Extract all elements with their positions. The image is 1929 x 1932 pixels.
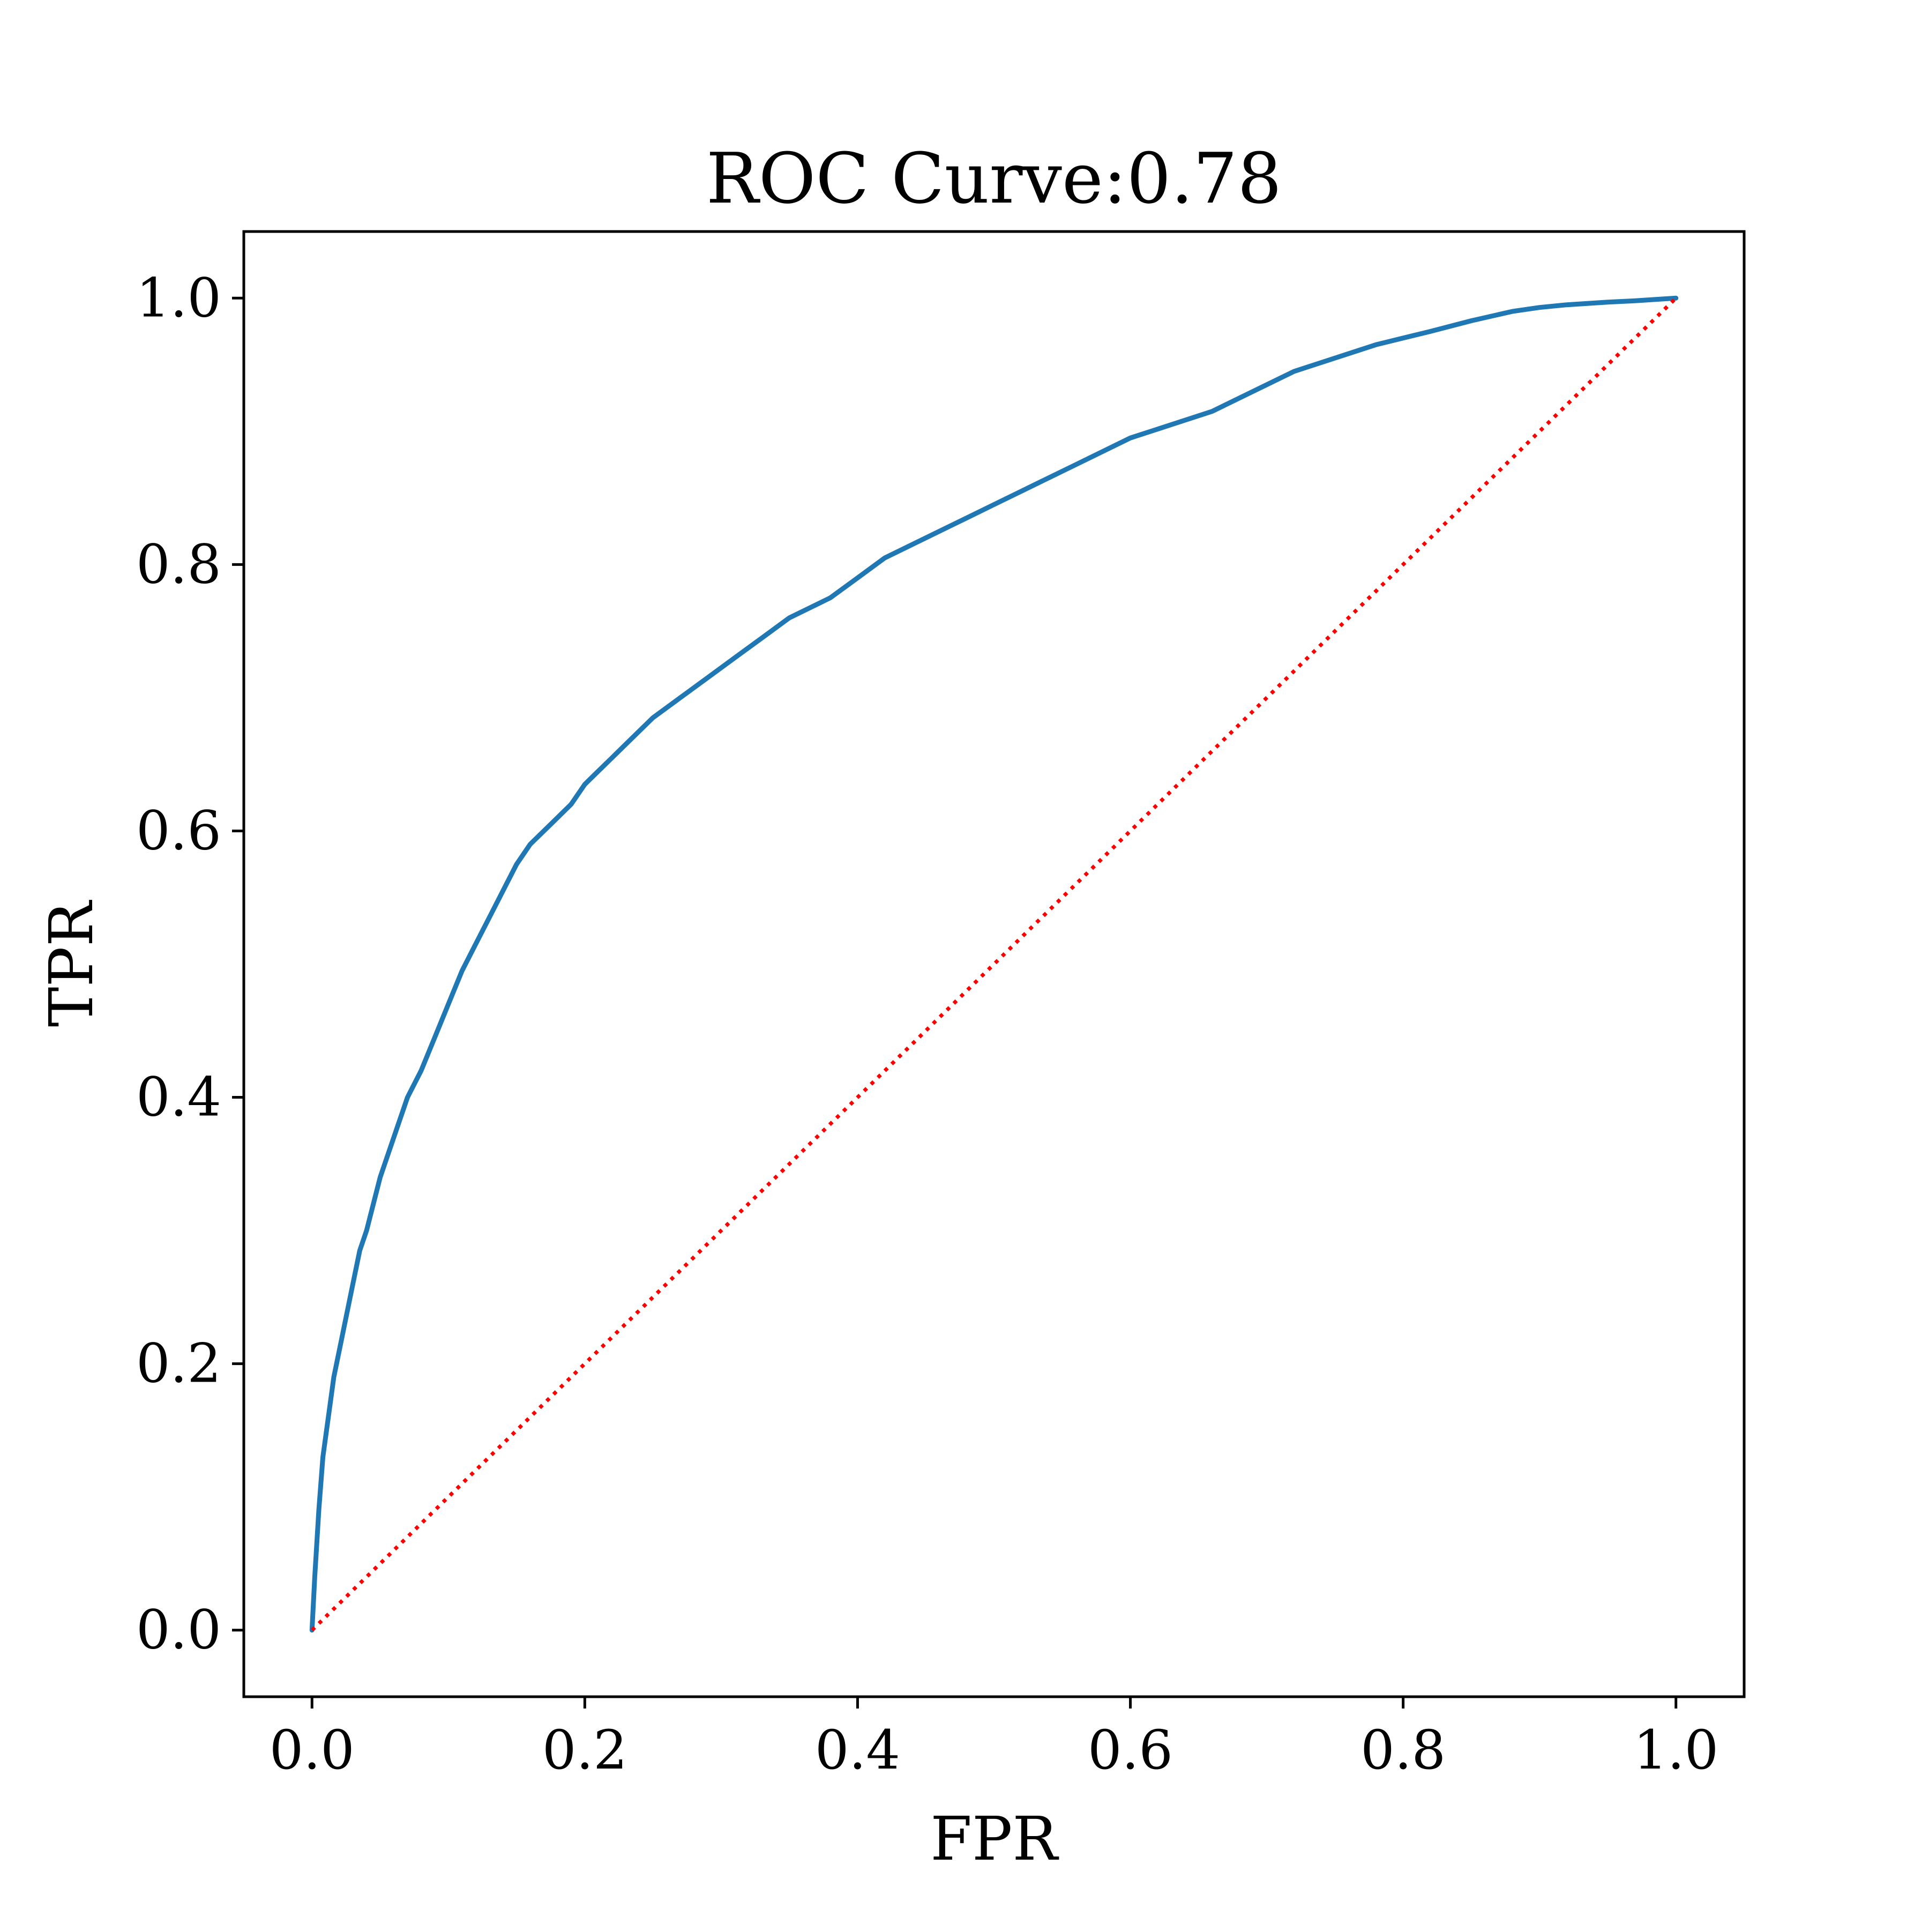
x-axis-ticks: 0.0 0.2 0.4 0.6 0.8 1.0 — [270, 1697, 1718, 1781]
x-tick-label: 0.2 — [542, 1719, 627, 1781]
axes-frame — [242, 230, 1746, 1698]
chart-title: ROC Curve:0.78 — [706, 138, 1282, 219]
y-tick-label: 0.0 — [136, 1599, 221, 1661]
y-tick-label: 0.2 — [136, 1332, 221, 1395]
plot-content — [309, 295, 1679, 1633]
y-tick-label: 0.4 — [136, 1066, 221, 1129]
y-axis-ticks: 0.0 0.2 0.4 0.6 0.8 1.0 — [136, 266, 244, 1661]
y-tick-label: 1.0 — [136, 266, 221, 329]
x-tick-label: 1.0 — [1633, 1719, 1718, 1781]
x-tick-label: 0.8 — [1360, 1719, 1446, 1781]
x-tick-label: 0.6 — [1088, 1719, 1173, 1781]
x-axis-label: FPR — [930, 1804, 1059, 1874]
x-tick-label: 0.0 — [270, 1719, 355, 1781]
y-axis-label: TPR — [37, 899, 107, 1027]
x-tick-label: 0.4 — [815, 1719, 900, 1781]
y-tick-label: 0.6 — [136, 799, 221, 862]
roc-curve-line — [309, 295, 1679, 1633]
y-tick-label: 0.8 — [136, 533, 221, 595]
